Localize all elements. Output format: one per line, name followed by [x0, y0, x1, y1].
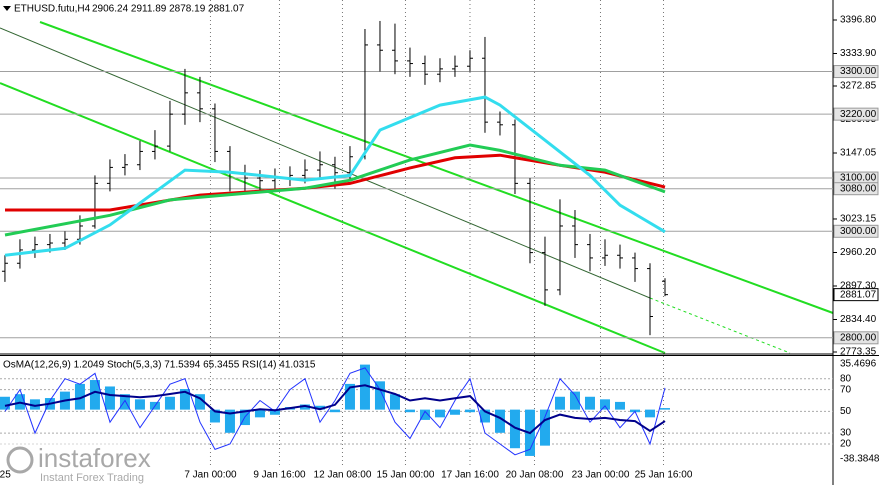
osma-bar: [389, 394, 400, 410]
osma-bar: [314, 405, 325, 410]
watermark-brand: instaforex: [38, 443, 151, 473]
y-tick-label: 2773.35: [840, 347, 877, 358]
current-price-label: 2881.07: [840, 289, 877, 300]
osma-bar: [119, 394, 130, 410]
osma-bar: [419, 409, 430, 420]
osma-bar: [74, 383, 85, 410]
x-tick-label: 12 Jan 08:00: [314, 470, 372, 481]
level-box: [833, 182, 879, 196]
menu-arrow[interactable]: [3, 6, 11, 11]
y-tick-label: 80: [840, 373, 852, 384]
osma-bar: [644, 409, 655, 418]
ohlc-text: 2906.24 2911.89 2878.19 2881.07: [92, 4, 245, 15]
osma-bar: [209, 409, 220, 423]
osma-bar: [299, 404, 310, 410]
x-tick-label: 23 Jan 00:00: [572, 470, 630, 481]
osma-bar: [134, 399, 145, 410]
level-label: 3080.00: [840, 183, 877, 194]
level-label: 3300.00: [840, 66, 877, 77]
x-tick-label: 20 Jan 08:00: [506, 470, 564, 481]
osma-bar: [179, 389, 190, 410]
osma-bar: [0, 396, 10, 410]
indicator-title: OsMA(12,26,9) 1.2049 Stoch(5,3,3) 71.539…: [3, 360, 316, 371]
osma-bar: [614, 401, 625, 410]
osma-bar: [554, 396, 565, 410]
y-tick-label: 3147.05: [840, 148, 877, 159]
y-tick-label: 30: [840, 428, 852, 439]
x-tick-label: 9 Jan 16:00: [253, 470, 306, 481]
level-box: [833, 65, 879, 79]
level-box: [833, 224, 879, 238]
channel-lower: [0, 82, 666, 354]
watermark: instaforex Instant Forex Trading: [0, 440, 180, 485]
level-label: 2800.00: [840, 332, 877, 343]
osma-bar: [29, 399, 40, 410]
channel-extension: [649, 297, 791, 354]
osma-bar: [659, 408, 670, 410]
y-tick-label: 2897.30: [840, 281, 877, 292]
osma-bar: [434, 409, 445, 418]
osma-bar: [479, 409, 490, 423]
stoch-line: [4, 367, 666, 456]
osma-bar: [254, 409, 265, 418]
y-tick-label: 3023.15: [840, 214, 877, 225]
watermark-logo: [6, 446, 34, 474]
osma-bar: [359, 364, 370, 410]
osma-bar: [569, 391, 580, 410]
y-tick-label: 20: [840, 439, 852, 450]
x-tick-label: 30 Dec 2025: [0, 470, 11, 481]
osma-bar: [329, 409, 340, 413]
osma-bar: [104, 386, 115, 410]
level-label: 3000.00: [840, 226, 877, 237]
x-tick-label: 17 Jan 16:00: [441, 470, 499, 481]
y-tick-label: 2834.40: [840, 314, 877, 325]
level-label: 3220.00: [840, 109, 877, 120]
level-box: [833, 107, 879, 121]
watermark-bg: [0, 440, 180, 485]
moving-average: [4, 95, 666, 257]
osma-bar: [194, 394, 205, 410]
channel-middle: [0, 27, 651, 299]
osma-bar: [164, 396, 175, 410]
osma-bar: [509, 409, 520, 449]
y-tick-label: 70: [840, 384, 852, 395]
x-tick-label: 15 Jan 00:00: [377, 470, 435, 481]
x-tick-label: 25 Jan 16:00: [635, 470, 693, 481]
moving-average: [4, 143, 666, 237]
x-tick-label: 7 Jan 00:00: [184, 470, 237, 481]
y-tick-label: 50: [840, 406, 852, 417]
osma-bar: [224, 409, 235, 433]
symbol: ETHUSD.futu,H4: [14, 4, 91, 15]
osma-bar: [584, 396, 595, 410]
osma-tick-label: 35.4696: [840, 359, 877, 370]
osma-bar: [269, 409, 280, 415]
osma-bar: [89, 380, 100, 410]
osma-bar: [344, 383, 355, 410]
level-label: 3100.00: [840, 173, 877, 184]
current-price-box: [833, 288, 879, 302]
osma-bar: [374, 381, 385, 410]
y-tick-label: 3333.90: [840, 48, 877, 59]
osma-bar: [449, 409, 460, 415]
osma-tick-label: -38.3848: [840, 454, 879, 465]
osma-bar: [464, 409, 475, 413]
watermark-tagline: Instant Forex Trading: [40, 472, 144, 484]
osma-bar: [404, 409, 415, 413]
y-tick-label: 2960.20: [840, 247, 877, 258]
osma-bar: [494, 409, 505, 433]
channel-upper: [39, 21, 834, 314]
rsi-line: [4, 384, 666, 435]
y-tick-label: 3396.80: [840, 15, 877, 26]
level-box: [833, 331, 879, 345]
osma-bar: [539, 409, 550, 446]
y-tick-label: 3272.85: [840, 81, 877, 92]
osma-bar: [599, 399, 610, 410]
